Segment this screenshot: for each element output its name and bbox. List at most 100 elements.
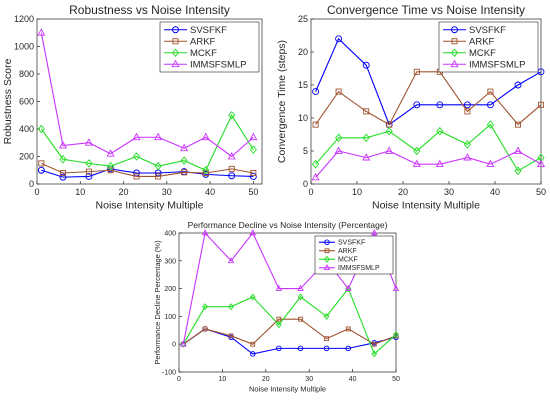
data-point-arkf-2 <box>363 108 370 115</box>
y-tick-label: -100 <box>162 369 176 376</box>
data-point-svsfkf-1 <box>59 173 67 181</box>
x-tick-label: 40 <box>349 376 357 383</box>
series-line-mckf <box>182 287 397 355</box>
series-line-immsfsmlp <box>40 32 254 158</box>
data-point-svsfkf-5 <box>436 101 444 109</box>
data-point-arkf-1 <box>202 326 208 332</box>
data-point-arkf-legend <box>324 248 330 254</box>
data-point-arkf-5 <box>298 316 303 322</box>
legend-entry-mckf: MCKF <box>469 48 496 59</box>
data-point-svsfkf-8 <box>228 172 236 180</box>
data-point-mckf-7 <box>345 285 352 293</box>
series-line-mckf <box>40 114 254 171</box>
data-point-immsfsmlp-8 <box>513 146 523 154</box>
data-point-arkf-0 <box>38 160 45 167</box>
data-point-arkf-7 <box>345 326 351 332</box>
y-tick-label: 600 <box>19 97 34 107</box>
x-axis-label: Noise Intensity Multiple <box>96 200 204 212</box>
y-tick-label: 1000 <box>14 42 34 52</box>
data-point-immsfsmlp-0 <box>37 28 46 36</box>
data-point-immsfsmlp-7 <box>344 284 352 291</box>
x-axis-label: Noise Intensity Multiple <box>249 385 326 394</box>
data-point-svsfkf-7 <box>486 101 494 109</box>
data-point-mckf-5 <box>154 161 162 171</box>
y-tick-label: 10 <box>298 113 308 123</box>
chart-performance-decline: Performance Decline vs Noise Intensity (… <box>153 220 400 394</box>
legend-box <box>159 21 260 73</box>
series-line-svsfkf <box>41 168 254 178</box>
data-point-svsfkf-5 <box>297 345 304 352</box>
legend-box <box>438 21 539 73</box>
x-tick-label: 40 <box>490 187 500 197</box>
legend-entry-svsfkf: SVSFKF <box>190 25 227 36</box>
data-point-mckf-0 <box>180 340 187 348</box>
data-point-mckf-2 <box>228 303 234 311</box>
data-point-svsfkf-4 <box>276 345 282 352</box>
data-point-arkf-4 <box>413 68 420 75</box>
data-point-immsfsmlp-0 <box>311 172 320 181</box>
series-svsfkf <box>180 326 399 357</box>
data-point-immsfsmlp-1 <box>201 229 209 236</box>
data-point-mckf-1 <box>59 154 67 164</box>
data-point-arkf-3 <box>107 167 114 174</box>
x-tick-label: 0 <box>308 187 313 197</box>
data-point-svsfkf-6 <box>463 101 471 109</box>
data-point-immsfsmlp-legend <box>171 59 180 68</box>
series-svsfkf <box>37 165 257 181</box>
data-point-immsfsmlp-2 <box>84 138 93 146</box>
legend-entry-immsfsmlp: IMMSFSMLP <box>338 265 380 272</box>
data-point-immsfsmlp-3 <box>385 146 394 154</box>
legend-entry-immsfsmlp: IMMSFSMLP <box>190 60 246 71</box>
data-point-svsfkf-2 <box>85 172 93 180</box>
y-tick-label: 25 <box>298 14 308 24</box>
legend-entry-arkf: ARKF <box>469 37 495 48</box>
data-point-immsfsmlp-7 <box>486 159 495 168</box>
chart-robustness: Robustness vs Noise Intensity 0 10 20 30 40 50… <box>2 3 263 212</box>
data-point-mckf-3 <box>106 161 115 171</box>
data-point-immsfsmlp-0 <box>180 340 187 347</box>
y-tick-label: 0 <box>29 179 34 189</box>
series-line-immsfsmlp <box>315 150 542 178</box>
data-point-mckf-8 <box>514 166 522 176</box>
data-point-svsfkf-0 <box>312 88 320 96</box>
x-tick-label: 10 <box>219 376 227 383</box>
y-tick-label: 15 <box>298 80 308 90</box>
x-tick-label: 50 <box>392 376 400 383</box>
series-line-arkf <box>315 71 542 126</box>
data-point-immsfsmlp-legend <box>323 264 331 271</box>
data-point-immsfsmlp-5 <box>435 159 444 168</box>
series-arkf <box>38 160 257 180</box>
data-point-arkf-4 <box>133 173 140 180</box>
data-point-immsfsmlp-2 <box>227 257 235 264</box>
data-point-immsfsmlp-6 <box>463 153 472 161</box>
data-point-immsfsmlp-8 <box>227 151 236 160</box>
data-point-arkf-6 <box>181 169 188 176</box>
series-mckf <box>180 285 399 358</box>
x-tick-label: 30 <box>444 187 454 197</box>
data-point-arkf-8 <box>228 165 235 172</box>
x-tick-label: 0 <box>34 187 39 197</box>
y-tick-label: 800 <box>19 69 34 79</box>
y-tick-label: 200 <box>164 286 176 293</box>
data-point-mckf-3 <box>249 293 256 301</box>
y-axis-label: Robustness Score <box>2 58 14 144</box>
data-point-immsfsmlp-1 <box>58 140 68 149</box>
data-point-mckf-6 <box>323 312 330 320</box>
data-point-immsfsmlp-3 <box>249 229 257 236</box>
y-tick-label: 0 <box>303 179 308 189</box>
data-point-svsfkf-8 <box>514 81 522 89</box>
x-tick-label: 20 <box>119 187 129 197</box>
y-axis-label: Convergence Time (steps) <box>276 40 288 163</box>
series-immsfsmlp <box>37 28 258 160</box>
x-tick-label: 10 <box>352 187 362 197</box>
data-point-mckf-6 <box>463 140 471 149</box>
data-point-immsfsmlp-4 <box>275 284 283 291</box>
x-axis-label: Noise Intensity Multiple <box>372 200 480 212</box>
chart-title: Performance Decline vs Noise Intensity (… <box>188 220 388 230</box>
data-point-arkf-7 <box>487 88 494 95</box>
series-line-arkf <box>183 318 397 345</box>
